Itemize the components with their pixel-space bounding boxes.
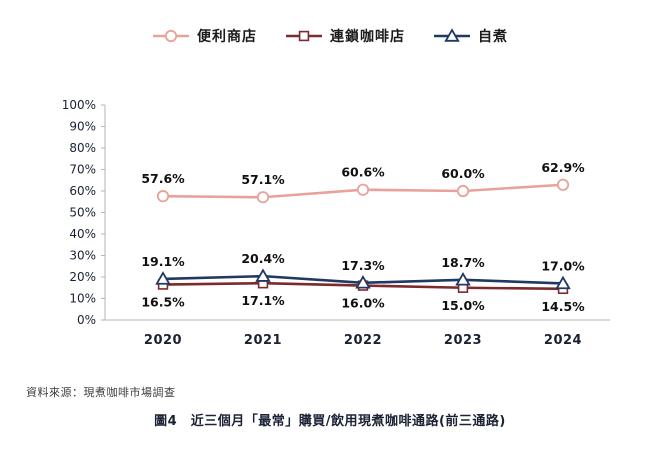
y-tick-label: 80% (69, 141, 96, 155)
triangle-marker (355, 274, 371, 289)
y-tick-label: 20% (69, 270, 96, 284)
data-label: 17.3% (341, 258, 385, 273)
data-label: 14.5% (541, 299, 585, 314)
circle-marker (156, 190, 170, 203)
y-tick-label: 50% (69, 206, 96, 220)
x-tick-label: 2024 (544, 333, 582, 348)
x-tick-label: 2023 (444, 333, 482, 348)
y-tick-label: 30% (69, 249, 96, 263)
data-label: 62.9% (541, 160, 585, 175)
y-tick-label: 40% (69, 227, 96, 241)
triangle-marker (155, 271, 171, 285)
chart-caption: 圖4 近三個月「最常」購買/飲用現煮咖啡通路(前三通路) (154, 414, 506, 429)
data-label: 60.0% (441, 166, 485, 181)
legend-item-triangle: 自煮 (433, 26, 508, 46)
legend-item-square: 連鎖咖啡店 (285, 26, 405, 46)
triangle-marker (455, 271, 471, 286)
data-label: 20.4% (241, 251, 285, 266)
data-label: 15.0% (441, 298, 485, 313)
data-label: 19.1% (141, 254, 185, 269)
y-tick-label: 0% (77, 313, 96, 327)
y-tick-label: 10% (69, 292, 96, 306)
y-tick-label: 60% (69, 184, 96, 198)
data-label: 16.0% (341, 296, 385, 311)
data-source-note: 資料來源：現煮咖啡市場調查 (26, 386, 176, 399)
circle-marker (356, 183, 370, 196)
legend-label: 自煮 (478, 29, 508, 45)
circle-marker (556, 178, 570, 191)
data-label: 57.1% (241, 172, 285, 187)
legend-label: 連鎖咖啡店 (330, 29, 405, 45)
line-chart: 0% 10% 20% 30% 40% 50% 60% 70% 80% 90% 100% 2020 202… (62, 98, 610, 348)
x-tick-label: 2020 (144, 333, 182, 348)
circle-legend-icon (153, 29, 189, 43)
triangle-legend-icon (434, 28, 470, 42)
data-label: 17.1% (241, 293, 285, 308)
y-tick-label: 100% (62, 98, 96, 112)
legend-label: 便利商店 (197, 29, 257, 45)
data-label: 60.6% (341, 165, 385, 180)
data-label: 18.7% (441, 255, 485, 270)
circle-marker (456, 184, 470, 198)
y-tick-label: 90% (69, 120, 96, 134)
data-label: 17.0% (541, 258, 585, 273)
data-label: 16.5% (141, 295, 185, 310)
circle-marker (256, 191, 270, 204)
triangle-marker (555, 275, 571, 290)
triangle-marker (255, 268, 271, 282)
y-tick-label: 70% (69, 163, 96, 177)
x-tick-label: 2021 (244, 333, 282, 348)
data-label: 57.6% (141, 171, 185, 186)
legend-item-circle: 便利商店 (152, 26, 257, 46)
x-tick-label: 2022 (344, 333, 382, 348)
chart-legend: 便利商店 連鎖咖啡店 自煮 (0, 26, 660, 46)
square-legend-icon (286, 30, 322, 42)
